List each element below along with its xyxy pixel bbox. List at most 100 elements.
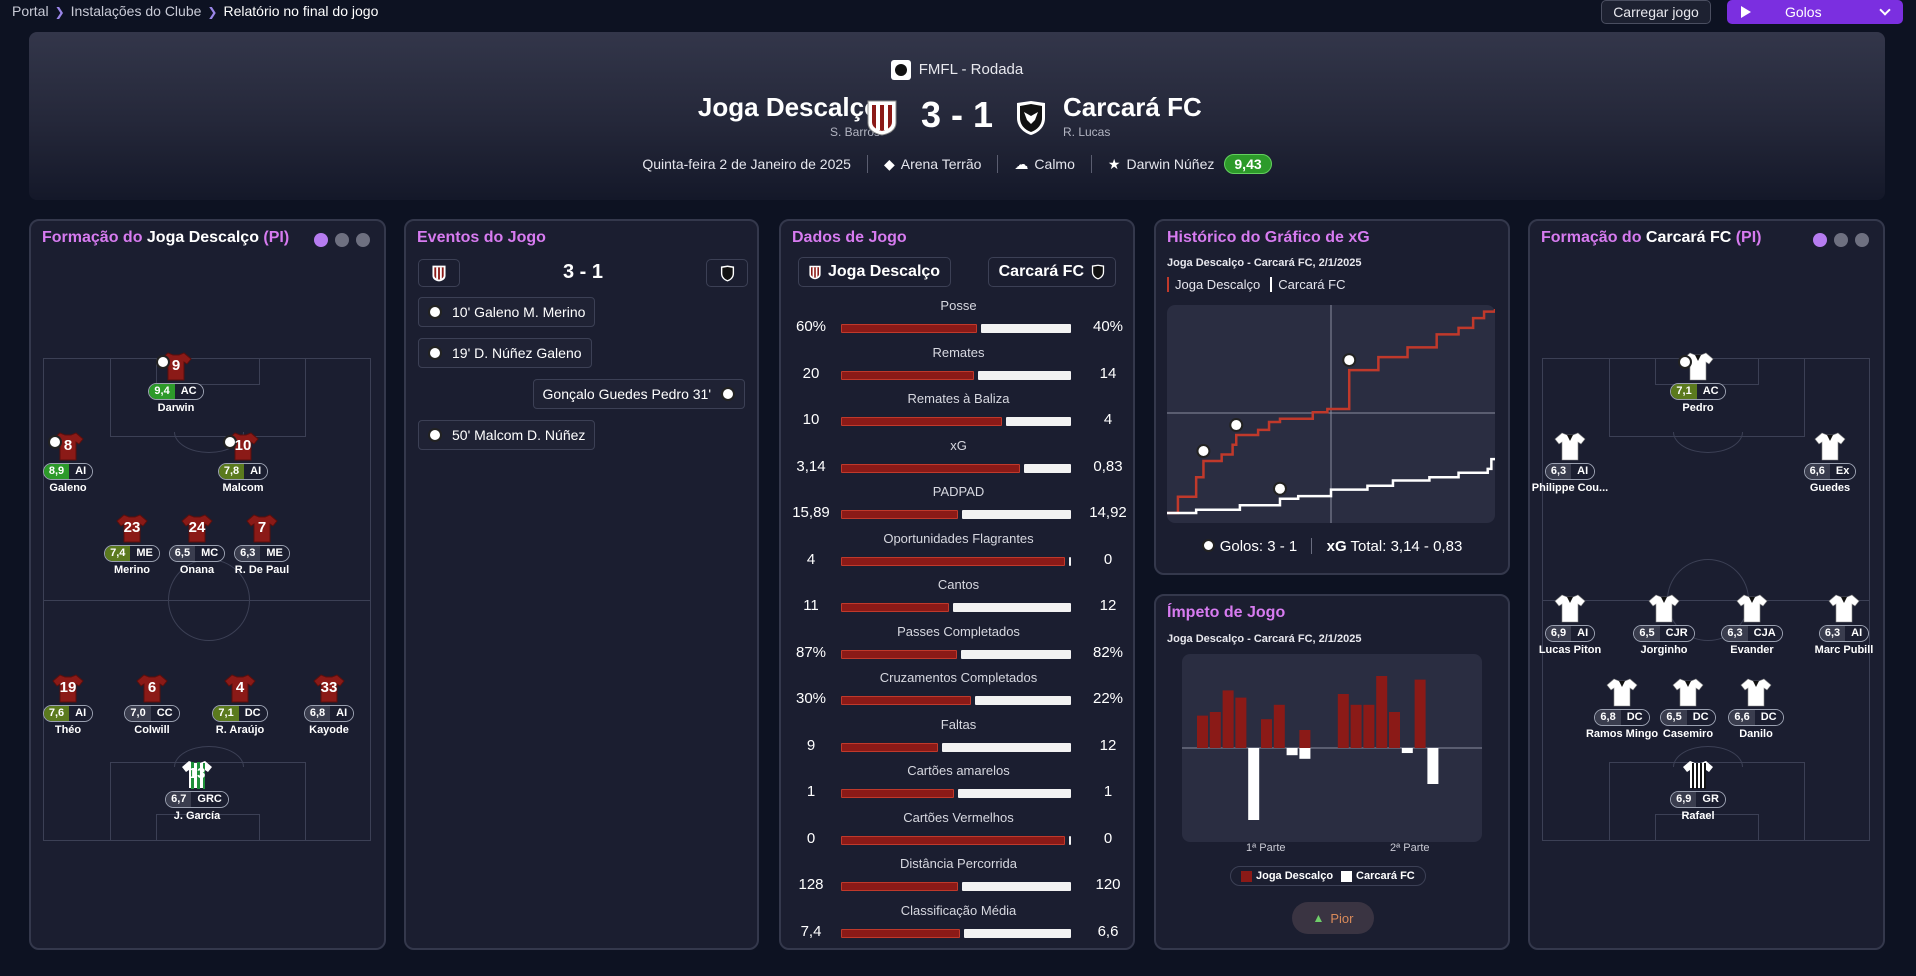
player-position: GR — [1696, 792, 1725, 807]
player-name[interactable]: J. García — [173, 810, 221, 822]
player-card[interactable]: 8 8,9 AI Galeno — [28, 431, 108, 494]
stat-home-bar — [841, 928, 960, 938]
player-position: DC — [238, 706, 267, 721]
player-card[interactable]: 6,6 Ex Guedes — [1790, 431, 1870, 494]
player-card[interactable]: 19 7,6 AI Théo — [28, 673, 108, 736]
stats-away-team[interactable]: Carcará FC — [987, 257, 1116, 287]
shirt-icon — [1648, 593, 1680, 623]
player-card[interactable]: 6,5 DC Casemiro — [1648, 677, 1728, 740]
player-card[interactable]: 9 9,4 AC Darwin — [136, 351, 216, 414]
player-name[interactable]: Lucas Piton — [1538, 644, 1602, 656]
pagination-dots[interactable] — [314, 233, 370, 247]
stat-row: Distância Percorrida 128 120 — [781, 856, 1136, 902]
shirt-number: 13 — [188, 765, 206, 782]
page-dot[interactable] — [1813, 233, 1827, 247]
player-card[interactable]: 4 7,1 DC R. Araújo — [200, 673, 280, 736]
player-name[interactable]: Darwin — [157, 402, 195, 414]
player-name[interactable]: Pedro — [1682, 402, 1714, 414]
home-coach[interactable]: S. Barros — [829, 125, 880, 139]
page-dot[interactable] — [356, 233, 370, 247]
player-name[interactable]: Galeno — [49, 482, 87, 494]
momentum-home-bar — [1337, 694, 1349, 748]
player-name[interactable]: Théo — [54, 724, 82, 736]
player-card[interactable]: 6,8 DC Ramos Mingo — [1582, 677, 1662, 740]
player-name[interactable]: R. Araújo — [215, 724, 265, 736]
stat-row: Posse 60% 40% — [781, 298, 1136, 344]
player-name[interactable]: Jorginho — [1640, 644, 1688, 656]
player-card[interactable]: 13 6,7 GRC J. García — [157, 759, 237, 822]
load-match-button[interactable]: Carregar jogo — [1601, 0, 1711, 24]
player-card[interactable]: 6,3 AI Philippe Cou... — [1530, 431, 1610, 494]
player-card[interactable]: 7 6,3 ME R. De Paul — [222, 513, 302, 576]
player-card[interactable]: 33 6,8 AI Kayode — [289, 673, 369, 736]
stat-away-bar — [962, 510, 1071, 519]
home-team[interactable]: Joga Descalço S. Barros — [698, 92, 880, 139]
event-item[interactable]: Gonçalo Guedes Pedro 31' — [532, 379, 745, 409]
home-team-name[interactable]: Joga Descalço — [697, 92, 880, 122]
breadcrumb-club-facilities[interactable]: Instalações do Clube — [70, 3, 202, 19]
divider — [1090, 155, 1092, 173]
thumbs-up-icon: ▲ — [1312, 911, 1325, 925]
final-score: 3 - 1 — [920, 94, 994, 135]
stat-label: Passes Completados — [897, 623, 1020, 639]
player-card[interactable]: 6,6 DC Danilo — [1716, 677, 1796, 740]
pagination-dots[interactable] — [1813, 233, 1869, 247]
player-position: AI — [1571, 464, 1595, 479]
player-name[interactable]: Rafael — [1681, 810, 1715, 822]
chevron-right-icon: ❯ — [207, 5, 218, 19]
momentum-home-bar — [1222, 690, 1234, 748]
xg-chart-svg — [1167, 305, 1497, 523]
away-team-name[interactable]: Carcará FC — [1063, 92, 1202, 122]
player-name[interactable]: Malcom — [222, 482, 264, 494]
player-name[interactable]: R. De Paul — [234, 564, 290, 576]
xg-subtitle: Joga Descalço - Carcará FC, 2/1/2025 — [1167, 257, 1362, 269]
away-crest-icon — [1017, 101, 1045, 135]
goal-ball-icon — [1272, 481, 1287, 496]
player-name[interactable]: Kayode — [309, 724, 349, 736]
shirt-icon — [1814, 431, 1846, 461]
player-card[interactable]: 6,9 GR Rafael — [1658, 759, 1738, 822]
goals-dropdown-button[interactable]: Golos — [1727, 0, 1903, 24]
player-card[interactable]: 7,1 AC Pedro — [1658, 351, 1738, 414]
player-rating: 6,6 — [1729, 710, 1755, 725]
player-name[interactable]: Colwill — [134, 724, 170, 736]
stat-away-value: 82% — [1092, 643, 1124, 661]
momentum-chart-svg — [1182, 676, 1482, 820]
player-name[interactable]: Evander — [1730, 644, 1774, 656]
page-dot[interactable] — [1855, 233, 1869, 247]
event-item[interactable]: 10' Galeno M. Merino — [418, 297, 596, 327]
player-name[interactable]: Philippe Cou... — [1531, 482, 1609, 494]
page-dot[interactable] — [335, 233, 349, 247]
event-item[interactable]: 19' D. Núñez Galeno — [418, 338, 592, 368]
player-card[interactable]: 6,3 AI Marc Pubill — [1804, 593, 1884, 656]
player-card[interactable]: 6,3 CJA Evander — [1712, 593, 1792, 656]
stats-home-team[interactable]: Joga Descalço — [798, 257, 952, 287]
away-team[interactable]: Carcará FC R. Lucas — [1063, 92, 1202, 139]
player-card[interactable]: 10 7,8 AI Malcom — [203, 431, 283, 494]
stat-away-value: 0,83 — [1093, 457, 1123, 475]
away-coach[interactable]: R. Lucas — [1063, 125, 1111, 139]
stat-away-bar — [975, 696, 1071, 705]
event-item[interactable]: 50' Malcom D. Núñez — [418, 420, 596, 450]
player-card[interactable]: 6,9 AI Lucas Piton — [1530, 593, 1610, 656]
player-rating: 6,9 — [1671, 792, 1697, 807]
breadcrumb-portal[interactable]: Portal — [12, 3, 49, 19]
away-crest-icon — [1091, 264, 1105, 280]
player-card[interactable]: 6,5 CJR Jorginho — [1624, 593, 1704, 656]
player-name[interactable]: Marc Pubill — [1814, 644, 1874, 656]
rating-chip: 6,3 AI — [1544, 463, 1596, 480]
worst-button[interactable]: ▲ Pior — [1292, 902, 1374, 934]
stadium-name[interactable]: Arena Terrão — [900, 156, 982, 172]
page-dot[interactable] — [1834, 233, 1848, 247]
stat-label: Faltas — [940, 716, 977, 732]
page-dot[interactable] — [314, 233, 328, 247]
player-card[interactable]: 6 7,0 CC Colwill — [112, 673, 192, 736]
player-rating: 6,5 — [169, 546, 196, 561]
player-card[interactable]: 24 6,5 MC Onana — [157, 513, 237, 576]
man-of-the-match[interactable]: Darwin Núñez — [1126, 156, 1215, 172]
stat-label: Distância Percorrida — [899, 856, 1018, 871]
momentum-home-bar — [1261, 719, 1272, 748]
player-card[interactable]: 23 7,4 ME Merino — [92, 513, 172, 576]
player-name[interactable]: Danilo — [1739, 728, 1773, 740]
player-name[interactable]: Guedes — [1809, 482, 1851, 494]
